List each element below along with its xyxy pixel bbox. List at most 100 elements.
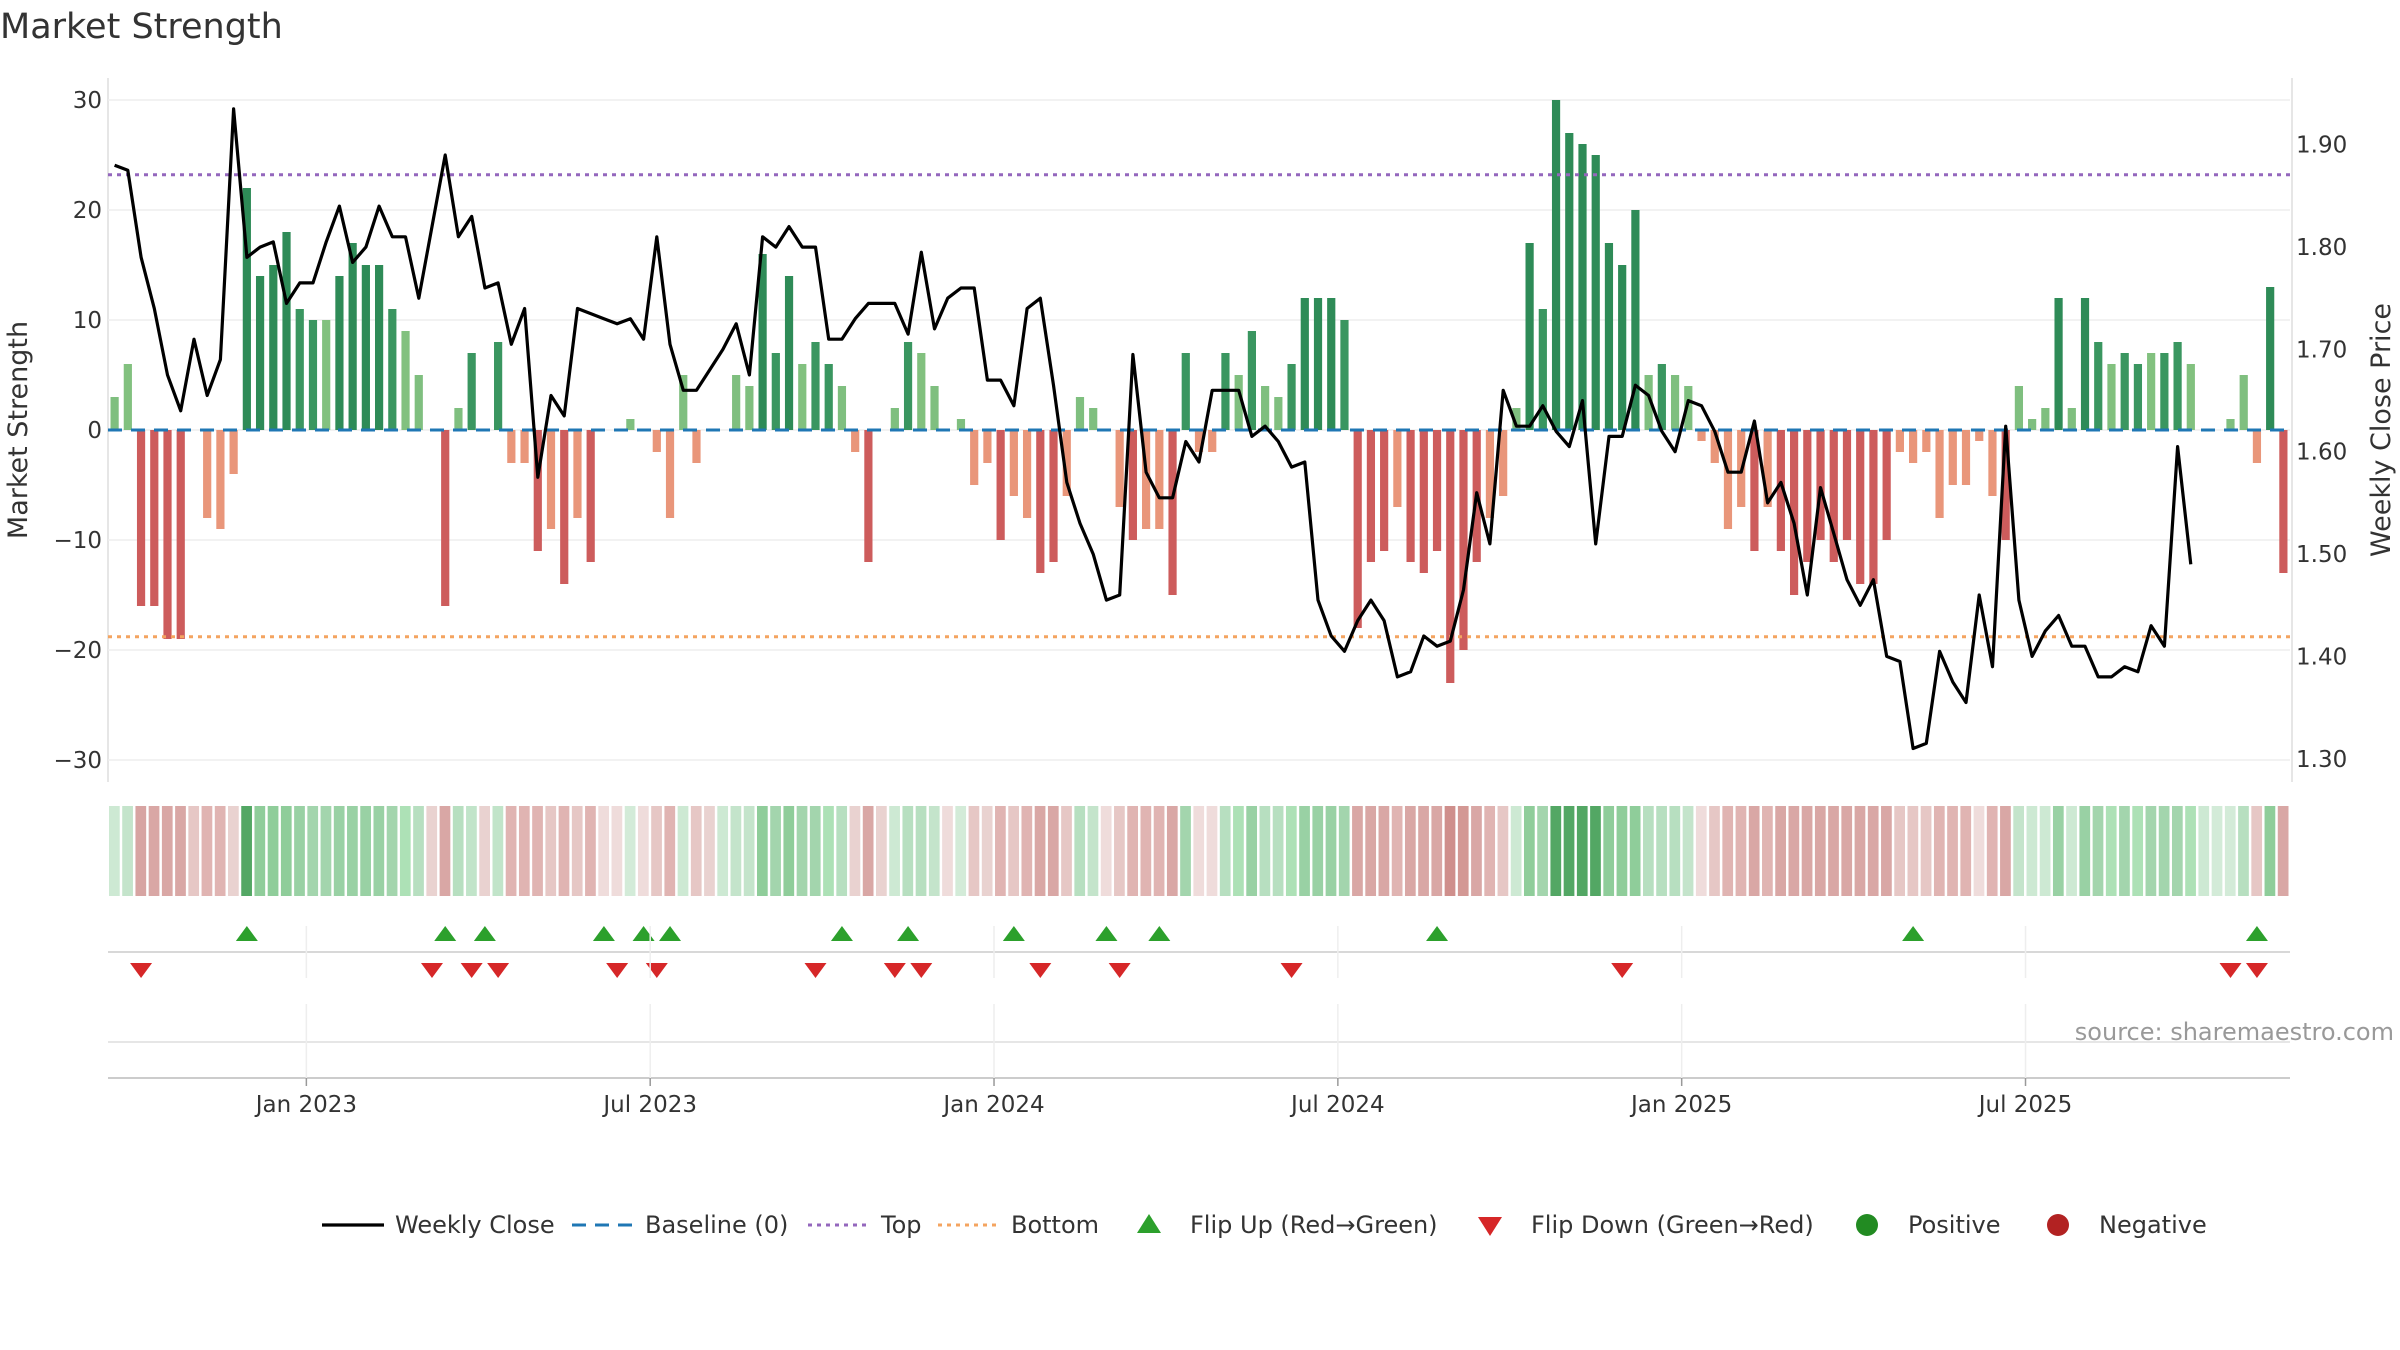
strength-band-cell	[1154, 806, 1165, 896]
strength-band-cell	[215, 806, 226, 896]
left-axis-title: Market Strength	[3, 321, 34, 539]
strength-band-cell	[1140, 806, 1151, 896]
strength-band-cell	[638, 806, 649, 896]
strength-band-cell	[545, 806, 556, 896]
strength-bar	[1314, 298, 1322, 430]
strength-band-cell	[440, 806, 451, 896]
strength-band-cell	[1788, 806, 1799, 896]
strength-bar	[587, 430, 595, 562]
strength-bar	[177, 430, 185, 639]
strength-band-cell	[1233, 806, 1244, 896]
legend-label: Baseline (0)	[645, 1211, 788, 1239]
strength-band-cell	[1273, 806, 1284, 896]
strength-bar	[1420, 430, 1428, 573]
legend-label: Negative	[2099, 1211, 2207, 1239]
strength-bar	[1671, 375, 1679, 430]
strength-bar	[349, 243, 357, 430]
flip-up-marker	[474, 926, 496, 941]
flip-up-marker	[1003, 926, 1025, 941]
strength-band-cell	[1921, 806, 1932, 896]
flip-up-marker	[831, 926, 853, 941]
y-right-tick-label: 1.50	[2296, 542, 2347, 568]
strength-bar	[415, 375, 423, 430]
flip-down-marker	[646, 963, 668, 978]
strength-bar	[1287, 364, 1295, 430]
strength-bar	[2279, 430, 2287, 573]
strength-bar	[256, 276, 264, 430]
flip-up-marker	[1148, 926, 1170, 941]
strength-band-cell	[1815, 806, 1826, 896]
strength-bar	[507, 430, 515, 463]
strength-band-cell	[2132, 806, 2143, 896]
strength-band-cell	[1643, 806, 1654, 896]
strength-bar	[970, 430, 978, 485]
legend-label: Flip Down (Green→Red)	[1531, 1211, 1814, 1239]
strength-band-cell	[493, 806, 504, 896]
y-left-tick-label: −30	[53, 748, 102, 774]
strength-bar	[1208, 430, 1216, 452]
legend-item: Weekly Close	[322, 1211, 555, 1239]
strength-band-cell	[175, 806, 186, 896]
legend-item: Baseline (0)	[572, 1211, 788, 1239]
strength-band-cell	[1907, 806, 1918, 896]
strength-band-cell	[1603, 806, 1614, 896]
flip-up-marker	[236, 926, 258, 941]
legend-swatch	[1856, 1214, 1878, 1236]
y-left-tick-label: −10	[53, 528, 102, 554]
strength-band-cell	[387, 806, 398, 896]
strength-bar	[1354, 430, 1362, 628]
strength-band-cell	[2172, 806, 2183, 896]
strength-band-cell	[1392, 806, 1403, 896]
strength-band-cell	[1511, 806, 1522, 896]
strength-bar	[2054, 298, 2062, 430]
strength-bar	[1393, 430, 1401, 507]
flip-down-marker	[421, 963, 443, 978]
strength-band-cell	[1656, 806, 1667, 896]
strength-band-cell	[2278, 806, 2289, 896]
strength-band-cell	[704, 806, 715, 896]
strength-bar	[2187, 364, 2195, 430]
strength-bar	[547, 430, 555, 529]
strength-band-cell	[2251, 806, 2262, 896]
strength-bar	[388, 309, 396, 430]
flip-down-marker	[804, 963, 826, 978]
strength-band-cell	[1881, 806, 1892, 896]
strength-band-cell	[1326, 806, 1337, 896]
chart-canvas: Market Strength Market Strength Weekly C…	[0, 0, 2400, 1350]
strength-bar	[468, 353, 476, 430]
strength-band-cell	[797, 806, 808, 896]
strength-bar	[1406, 430, 1414, 562]
strength-band-cell	[321, 806, 332, 896]
flip-up-marker	[1095, 926, 1117, 941]
strength-bar	[216, 430, 224, 529]
strength-bar	[904, 342, 912, 430]
strength-bar	[1380, 430, 1388, 551]
strength-bar	[1023, 430, 1031, 518]
strength-bar	[1988, 430, 1996, 496]
strength-band-cell	[188, 806, 199, 896]
strength-band-cell	[1696, 806, 1707, 896]
strength-bar	[335, 276, 343, 430]
strength-band-cell	[1405, 806, 1416, 896]
strength-bar	[1578, 144, 1586, 430]
x-tick-label: Jul 2024	[1289, 1092, 1385, 1118]
strength-bar	[2173, 342, 2181, 430]
strength-band-cell	[1894, 806, 1905, 896]
strength-bar	[520, 430, 528, 463]
legend-label: Top	[880, 1211, 922, 1239]
legend-item: Top	[808, 1211, 922, 1239]
strength-band-cell	[770, 806, 781, 896]
strength-band-cell	[1828, 806, 1839, 896]
strength-band-cell	[1365, 806, 1376, 896]
strength-band-cell	[1736, 806, 1747, 896]
strength-bar	[269, 265, 277, 430]
legend-item: Flip Down (Green→Red)	[1478, 1211, 1814, 1239]
strength-band-cell	[1101, 806, 1112, 896]
flip-down-marker	[884, 963, 906, 978]
flip-down-marker	[2246, 963, 2268, 978]
y-right-tick-label: 1.60	[2296, 440, 2347, 466]
strength-bar	[2015, 386, 2023, 430]
y-left-tick-label: 0	[87, 418, 102, 444]
strength-bar	[2081, 298, 2089, 430]
strength-bar	[1552, 100, 1560, 430]
